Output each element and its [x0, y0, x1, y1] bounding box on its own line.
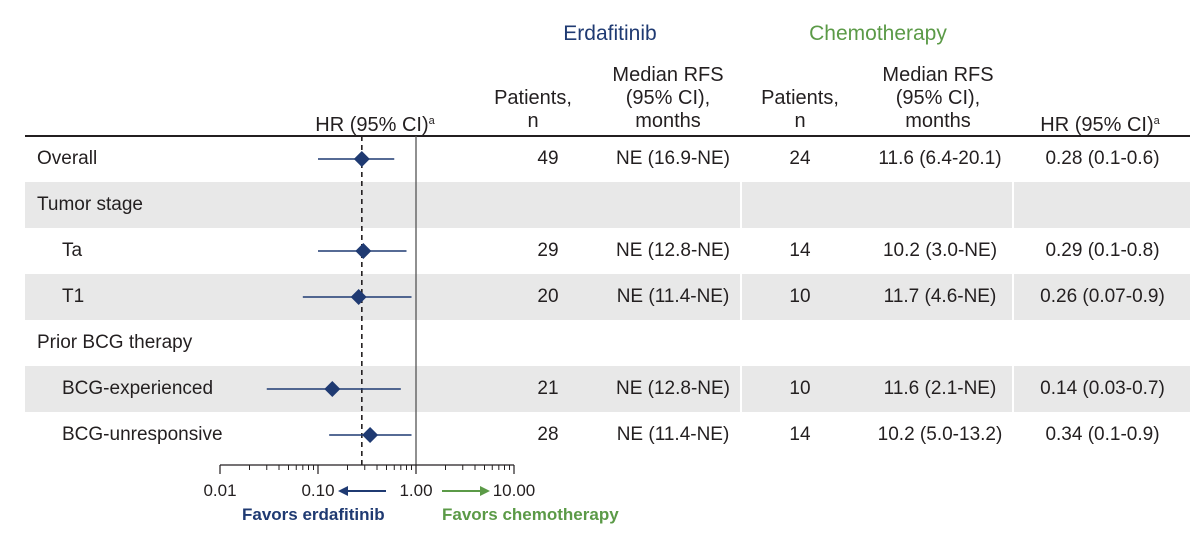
tick-label: 0.10 — [301, 481, 334, 500]
erd-patients-header-line2: n — [527, 110, 539, 132]
erd-rfs-cell: NE (12.8-NE) — [615, 378, 731, 399]
hr-marker — [324, 381, 341, 397]
favors-left-arrow-head — [338, 486, 348, 496]
chemo-rfs-cell: 11.6 (6.4-20.1) — [878, 148, 1002, 169]
hr-column-header-footnote: a — [1153, 115, 1160, 127]
chemo-rfs-cell: 10.2 (5.0-13.2) — [877, 424, 1003, 445]
cell-divider — [1012, 274, 1014, 320]
hr-marker — [362, 427, 379, 443]
cell-divider — [1012, 366, 1014, 412]
hr-cell: 0.14 (0.03-0.7) — [1040, 378, 1165, 399]
table-row-bcg-experienced: BCG-experienced 21 NE (12.8-NE) 10 11.6 … — [25, 366, 1190, 412]
table-row-ta: Ta 29 NE (12.8-NE) 14 10.2 (3.0-NE) 0.29… — [25, 228, 1190, 274]
erdafitinib-group-title: Erdafitinib — [563, 22, 657, 45]
chemo-n-cell: 24 — [789, 148, 811, 169]
hr-marker — [350, 289, 367, 305]
erd-rfs-header-line3: months — [635, 110, 701, 132]
hr-plot-header: HR (95% CI)a — [285, 110, 465, 137]
row-label: T1 — [62, 286, 85, 307]
erd-rfs-header-line2: (95% CI), — [625, 87, 711, 109]
chemo-rfs-cell: 11.7 (4.6-NE) — [883, 286, 997, 307]
tick-label: 0.01 — [203, 481, 236, 500]
hr-marker — [355, 243, 372, 259]
tick-label: 10.00 — [493, 481, 536, 500]
row-label: BCG-experienced — [62, 378, 214, 399]
header-rule — [25, 135, 1190, 137]
erd-n-cell: 28 — [537, 424, 559, 445]
row-label: Overall — [37, 148, 98, 169]
erd-n-cell: 29 — [537, 240, 559, 261]
table-row-prior-bcg: Prior BCG therapy — [25, 320, 1190, 366]
hr-column-header: HR (95% CI)a — [1015, 110, 1185, 137]
chemotherapy-group-title: Chemotherapy — [809, 22, 947, 45]
chemo-patients-header-line2: n — [794, 110, 806, 132]
erd-rfs-header-line1: Median RFS — [612, 64, 724, 86]
cell-divider — [740, 182, 742, 228]
table-row-t1: T1 20 NE (11.4-NE) 10 11.7 (4.6-NE) 0.26… — [25, 274, 1190, 320]
hr-cell: 0.28 (0.1-0.6) — [1045, 148, 1160, 169]
chemo-n-cell: 10 — [789, 378, 811, 399]
erd-rfs-cell: NE (16.9-NE) — [615, 148, 731, 169]
chemo-rfs-header: Median RFS (95% CI), months — [858, 64, 1018, 133]
chemo-patients-header-line1: Patients, — [761, 87, 839, 109]
favors-chemotherapy-label: Favors chemotherapy — [442, 505, 619, 524]
hr-marker — [353, 151, 370, 167]
table-row-tumor-stage: Tumor stage — [25, 182, 1190, 228]
erd-n-cell: 49 — [537, 148, 559, 169]
chemo-patients-header: Patients, n — [745, 87, 855, 133]
chemo-rfs-header-line1: Median RFS — [882, 64, 994, 86]
table-row-overall: Overall 49 NE (16.9-NE) 24 11.6 (6.4-20.… — [25, 136, 1190, 182]
erd-rfs-cell: NE (12.8-NE) — [615, 240, 731, 261]
chemo-n-cell: 14 — [789, 240, 811, 261]
erd-rfs-cell: NE (11.4-NE) — [616, 286, 730, 307]
erd-patients-header-line1: Patients, — [494, 87, 572, 109]
favors-right-arrow-head — [480, 486, 490, 496]
table-row-bcg-unresponsive: BCG-unresponsive 28 NE (11.4-NE) 14 10.2… — [25, 412, 1190, 458]
hr-cell: 0.29 (0.1-0.8) — [1045, 240, 1160, 261]
cell-divider — [740, 274, 742, 320]
chemo-n-cell: 14 — [789, 424, 811, 445]
favors-erdafitinib-label: Favors erdafitinib — [242, 505, 385, 524]
chemo-rfs-header-line2: (95% CI), — [895, 87, 981, 109]
erd-patients-header: Patients, n — [478, 87, 588, 133]
chemo-rfs-header-line3: months — [905, 110, 971, 132]
hr-plot-header-label: HR (95% CI) — [315, 114, 429, 136]
cell-divider — [1012, 182, 1014, 228]
chemo-n-cell: 10 — [789, 286, 811, 307]
erd-n-cell: 20 — [537, 286, 559, 307]
tick-label: 1.00 — [399, 481, 432, 500]
row-label: Tumor stage — [37, 194, 143, 215]
chemo-rfs-cell: 11.6 (2.1-NE) — [883, 378, 997, 399]
hr-cell: 0.26 (0.07-0.9) — [1040, 286, 1165, 307]
cell-divider — [740, 366, 742, 412]
hr-plot-header-footnote: a — [428, 115, 435, 127]
row-label: Ta — [62, 240, 83, 261]
row-label: Prior BCG therapy — [37, 332, 193, 353]
chemo-rfs-cell: 10.2 (3.0-NE) — [882, 240, 998, 261]
row-label: BCG-unresponsive — [62, 424, 223, 445]
hr-column-header-label: HR (95% CI) — [1040, 114, 1154, 136]
erd-n-cell: 21 — [537, 378, 559, 399]
hr-cell: 0.34 (0.1-0.9) — [1045, 424, 1160, 445]
erd-rfs-header: Median RFS (95% CI), months — [588, 64, 748, 133]
erd-rfs-cell: NE (11.4-NE) — [616, 424, 730, 445]
